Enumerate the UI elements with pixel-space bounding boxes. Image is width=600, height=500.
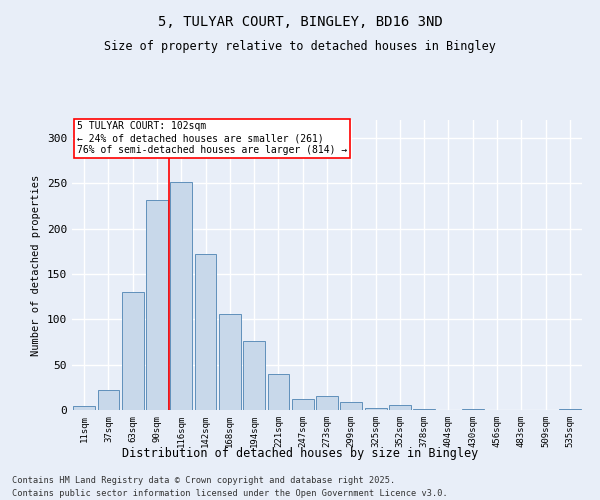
Bar <box>462 409 484 410</box>
Bar <box>268 374 289 410</box>
Bar <box>73 406 95 410</box>
Text: 5, TULYAR COURT, BINGLEY, BD16 3ND: 5, TULYAR COURT, BINGLEY, BD16 3ND <box>158 15 442 29</box>
Bar <box>97 390 119 410</box>
Bar <box>389 406 411 410</box>
Bar <box>219 314 241 410</box>
Text: Contains public sector information licensed under the Open Government Licence v3: Contains public sector information licen… <box>12 488 448 498</box>
Text: Contains HM Land Registry data © Crown copyright and database right 2025.: Contains HM Land Registry data © Crown c… <box>12 476 395 485</box>
Text: 5 TULYAR COURT: 102sqm
← 24% of detached houses are smaller (261)
76% of semi-de: 5 TULYAR COURT: 102sqm ← 24% of detached… <box>77 122 347 154</box>
Bar <box>170 182 192 410</box>
Bar <box>413 409 435 410</box>
Bar <box>316 396 338 410</box>
Bar <box>292 399 314 410</box>
Text: Distribution of detached houses by size in Bingley: Distribution of detached houses by size … <box>122 448 478 460</box>
Bar <box>340 402 362 410</box>
Bar <box>194 254 217 410</box>
Bar <box>243 341 265 410</box>
Text: Size of property relative to detached houses in Bingley: Size of property relative to detached ho… <box>104 40 496 53</box>
Bar <box>122 292 143 410</box>
Bar <box>365 408 386 410</box>
Y-axis label: Number of detached properties: Number of detached properties <box>31 174 41 356</box>
Bar <box>559 409 581 410</box>
Bar <box>146 200 168 410</box>
